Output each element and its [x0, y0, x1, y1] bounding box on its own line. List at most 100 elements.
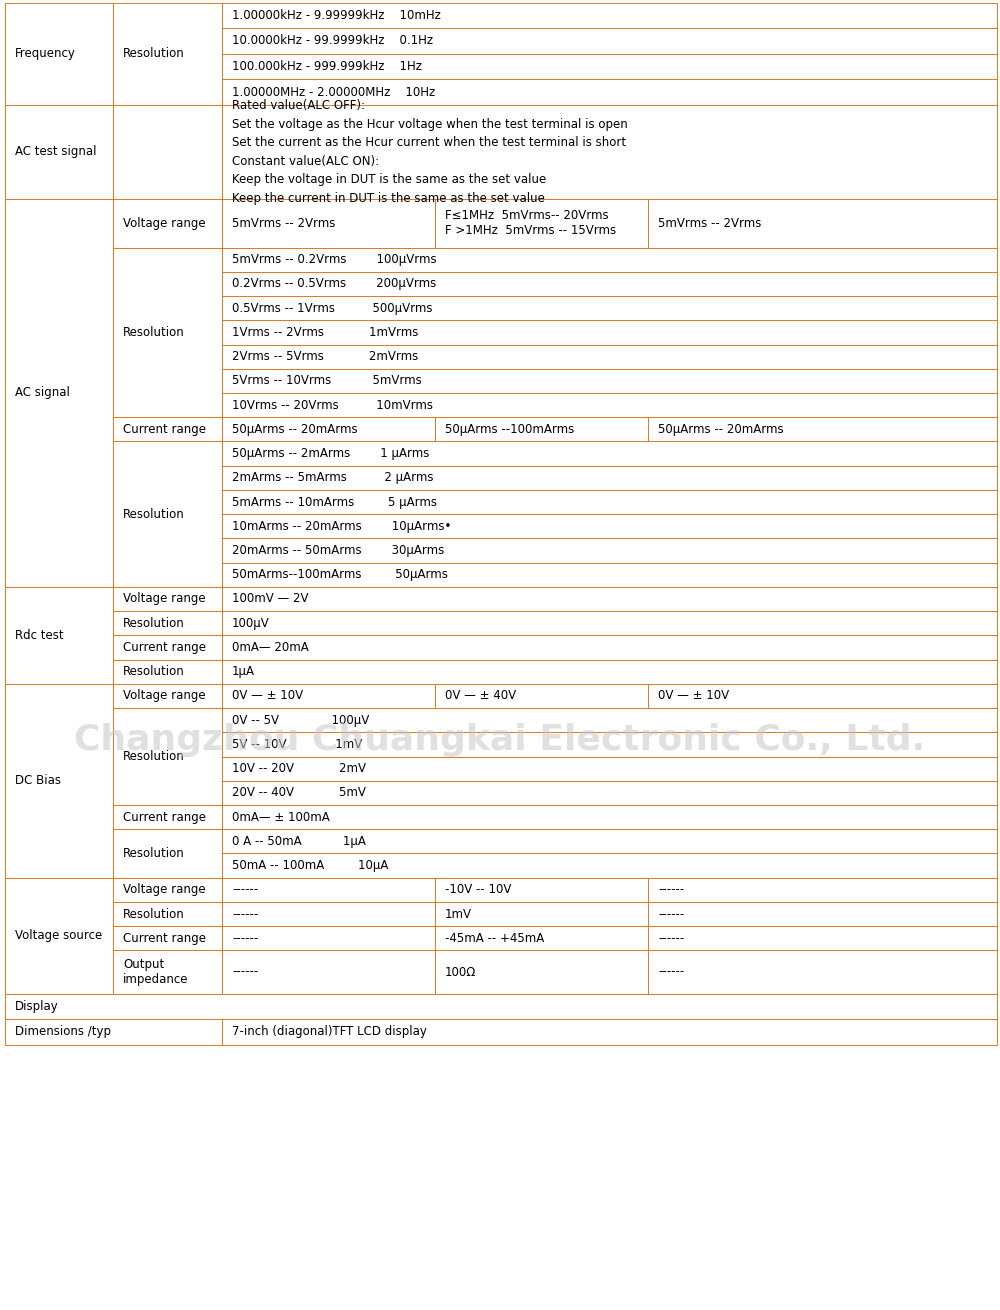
Bar: [5, 878, 113, 993]
Bar: [435, 926, 648, 950]
Bar: [113, 926, 222, 950]
Text: Current range: Current range: [123, 641, 206, 654]
Text: Dimensions /typ: Dimensions /typ: [15, 1026, 111, 1039]
Bar: [222, 781, 997, 804]
Text: 50mA -- 100mA         10μA: 50mA -- 100mA 10μA: [232, 859, 388, 872]
Bar: [5, 684, 113, 878]
Bar: [222, 635, 997, 659]
Text: 5mArms -- 10mArms         5 μArms: 5mArms -- 10mArms 5 μArms: [232, 495, 437, 508]
Text: 1μA: 1μA: [232, 665, 255, 679]
Bar: [5, 199, 113, 587]
Text: 1.00000MHz - 2.00000MHz    10Hz: 1.00000MHz - 2.00000MHz 10Hz: [232, 85, 435, 98]
Text: Current range: Current range: [123, 811, 206, 824]
Bar: [113, 610, 222, 635]
Text: 100mV — 2V: 100mV — 2V: [232, 592, 308, 605]
Text: Current range: Current range: [123, 423, 206, 436]
Bar: [113, 950, 222, 993]
Bar: [648, 199, 997, 248]
Bar: [222, 345, 997, 368]
Text: Resolution: Resolution: [123, 617, 185, 630]
Bar: [222, 54, 997, 79]
Text: 100Ω: 100Ω: [445, 965, 476, 979]
Text: -45mA -- +45mA: -45mA -- +45mA: [445, 931, 544, 945]
Bar: [113, 901, 222, 926]
Text: Rated value(ALC OFF):
Set the voltage as the Hcur voltage when the test terminal: Rated value(ALC OFF): Set the voltage as…: [232, 100, 628, 204]
Text: 5mVrms -- 2Vrms: 5mVrms -- 2Vrms: [232, 217, 335, 229]
Bar: [113, 199, 222, 248]
Text: 0V — ± 40V: 0V — ± 40V: [445, 689, 516, 702]
Bar: [222, 199, 435, 248]
Bar: [222, 320, 997, 345]
Bar: [222, 684, 435, 707]
Bar: [5, 105, 113, 199]
Bar: [222, 610, 997, 635]
Bar: [113, 441, 222, 587]
Text: Resolution: Resolution: [123, 848, 185, 859]
Text: 5mVrms -- 2Vrms: 5mVrms -- 2Vrms: [658, 217, 761, 229]
Text: 100.000kHz - 999.999kHz    1Hz: 100.000kHz - 999.999kHz 1Hz: [232, 60, 422, 73]
Text: 0V -- 5V              100μV: 0V -- 5V 100μV: [232, 714, 369, 727]
Text: 1mV: 1mV: [445, 908, 472, 921]
Bar: [222, 562, 997, 587]
Bar: [113, 684, 222, 707]
Bar: [113, 248, 222, 417]
Bar: [222, 878, 435, 901]
Bar: [435, 901, 648, 926]
Bar: [435, 684, 648, 707]
Bar: [222, 1019, 997, 1044]
Bar: [222, 538, 997, 562]
Bar: [222, 79, 997, 105]
Text: ------: ------: [232, 883, 258, 896]
Bar: [222, 271, 997, 296]
Text: 5mVrms -- 0.2Vrms        100μVrms: 5mVrms -- 0.2Vrms 100μVrms: [232, 253, 437, 266]
Text: 0 A -- 50mA           1μA: 0 A -- 50mA 1μA: [232, 834, 366, 848]
Text: ------: ------: [658, 908, 684, 921]
Text: 1.00000kHz - 9.99999kHz    10mHz: 1.00000kHz - 9.99999kHz 10mHz: [232, 9, 441, 22]
Text: ------: ------: [232, 908, 258, 921]
Text: Frequency: Frequency: [15, 47, 76, 60]
Text: 50mArms--100mArms         50μArms: 50mArms--100mArms 50μArms: [232, 569, 448, 582]
Bar: [648, 878, 997, 901]
Bar: [648, 417, 997, 441]
Text: 0V — ± 10V: 0V — ± 10V: [232, 689, 303, 702]
Bar: [222, 417, 435, 441]
Bar: [222, 707, 997, 732]
Bar: [5, 1019, 222, 1044]
Bar: [222, 950, 435, 993]
Text: Output
impedance: Output impedance: [123, 958, 188, 986]
Text: 1Vrms -- 2Vrms            1mVrms: 1Vrms -- 2Vrms 1mVrms: [232, 326, 418, 339]
Bar: [5, 3, 113, 105]
Bar: [113, 829, 222, 878]
Text: 50μArms -- 2mArms        1 μArms: 50μArms -- 2mArms 1 μArms: [232, 447, 429, 460]
Text: 10V -- 20V            2mV: 10V -- 20V 2mV: [232, 762, 366, 776]
Text: 10mArms -- 20mArms        10μArms•: 10mArms -- 20mArms 10μArms•: [232, 520, 451, 533]
Bar: [113, 587, 222, 610]
Bar: [113, 105, 222, 199]
Bar: [113, 878, 222, 901]
Text: ------: ------: [658, 965, 684, 979]
Text: Voltage range: Voltage range: [123, 217, 206, 229]
Text: 7-inch (diagonal)TFT LCD display: 7-inch (diagonal)TFT LCD display: [232, 1026, 427, 1039]
Text: AC signal: AC signal: [15, 386, 70, 400]
Text: 2Vrms -- 5Vrms            2mVrms: 2Vrms -- 5Vrms 2mVrms: [232, 350, 418, 363]
Bar: [648, 926, 997, 950]
Text: Resolution: Resolution: [123, 908, 185, 921]
Bar: [222, 804, 997, 829]
Text: 20V -- 40V            5mV: 20V -- 40V 5mV: [232, 786, 366, 799]
Bar: [222, 296, 997, 320]
Bar: [113, 707, 222, 804]
Text: 2mArms -- 5mArms          2 μArms: 2mArms -- 5mArms 2 μArms: [232, 472, 434, 485]
Text: 0.5Vrms -- 1Vrms          500μVrms: 0.5Vrms -- 1Vrms 500μVrms: [232, 301, 432, 314]
Bar: [222, 732, 997, 756]
Bar: [113, 635, 222, 659]
Text: 5V -- 10V             1mV: 5V -- 10V 1mV: [232, 738, 362, 751]
Text: 5Vrms -- 10Vrms           5mVrms: 5Vrms -- 10Vrms 5mVrms: [232, 375, 422, 388]
Text: Voltage source: Voltage source: [15, 929, 102, 942]
Bar: [113, 417, 222, 441]
Bar: [222, 901, 435, 926]
Bar: [222, 490, 997, 514]
Bar: [113, 3, 222, 105]
Bar: [648, 950, 997, 993]
Bar: [222, 659, 997, 684]
Bar: [648, 901, 997, 926]
